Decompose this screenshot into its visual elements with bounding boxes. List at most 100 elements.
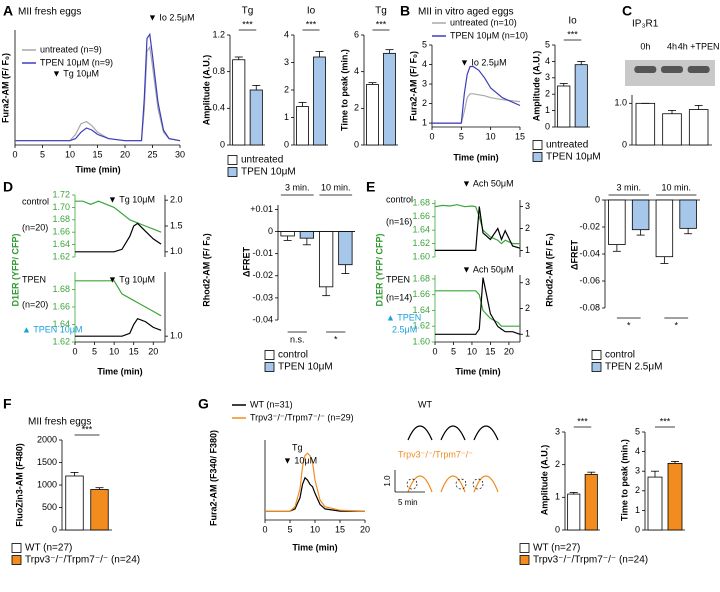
y-tick-label: 1.68	[52, 284, 70, 294]
y-axis-label: Fura2-AM (F/ F₀)	[408, 51, 418, 121]
panel-label: G	[198, 396, 209, 412]
y-tick-label: 0	[52, 524, 57, 534]
y-tick-label: 5	[635, 426, 640, 436]
y2-tick-label: 1.0	[170, 331, 183, 341]
y-tick-label: 1	[555, 492, 560, 502]
significance: n.s.	[290, 334, 305, 344]
panel-label: B	[400, 3, 410, 19]
y-tick-label: 1.68	[52, 214, 70, 224]
significance: *	[334, 334, 338, 344]
legend-swatch	[532, 152, 543, 162]
y-tick-label: 1.68	[412, 273, 430, 283]
y-tick-label: 3	[284, 57, 289, 67]
bar	[631, 199, 650, 231]
x-axis-label: Time (min)	[453, 152, 498, 162]
trace-n: (n=16)	[386, 216, 412, 226]
bar	[299, 231, 315, 239]
y2-tick-label: 1	[525, 329, 530, 339]
chart-title: Tg	[242, 6, 254, 17]
category-label: 4h	[667, 41, 677, 51]
trace	[265, 452, 366, 512]
legend-label: Trpv3⁻/⁻/Trpm7⁻/⁻ (n=24)	[533, 555, 648, 566]
schematic-label: WT	[418, 399, 432, 409]
category-label: 0h	[640, 41, 650, 51]
legend-label: TPEN 10μM (n=9)	[40, 57, 113, 67]
trace	[432, 65, 521, 124]
y-tick-label: 5	[422, 39, 427, 49]
significance: ***	[567, 29, 578, 39]
panel-label: D	[3, 179, 13, 195]
category-label: 4h +TPEN	[678, 41, 720, 51]
y-tick-label: 1.60	[412, 336, 430, 346]
y-axis-label: Fura2-AM (F340/ F380)	[208, 430, 218, 526]
x-tick-label: 10	[65, 149, 75, 159]
y2-axis-label: Rhod2-AM (F/ F₀)	[544, 233, 554, 307]
panel-title: MII fresh eggs	[18, 7, 81, 18]
y-tick-label: 4	[635, 446, 640, 456]
y-tick-label: 1.66	[52, 227, 70, 237]
x-tick-label: 15	[485, 346, 495, 356]
y-tick-label: 1.62	[412, 238, 430, 248]
y2-tick-label: 2.0	[170, 195, 183, 205]
legend-label: TPEN 10μM (n=10)	[450, 30, 528, 40]
schematic-mark	[472, 478, 484, 490]
annotation: ▼ Tg 10μM	[108, 274, 155, 284]
y-tick-label: 4	[545, 56, 550, 66]
y-tick-label: 3	[555, 426, 560, 436]
bar	[90, 489, 109, 531]
x-tick-label: 10	[486, 131, 496, 141]
x-axis-label: Time (min)	[292, 542, 337, 552]
schematic-ko	[473, 475, 499, 493]
blot-band	[634, 66, 657, 73]
legend-swatch	[264, 350, 275, 360]
panel-label: A	[3, 3, 13, 19]
trace-label: TPEN	[386, 274, 410, 284]
y-tick-label: 500	[42, 502, 57, 512]
y2-tick-label: 1.0	[170, 246, 183, 256]
y-tick-label: 0	[555, 524, 560, 534]
y-axis-label: D1ER (YFP/ CFP)	[374, 233, 384, 306]
y-tick-label: 0	[595, 194, 600, 204]
y-tick-label: 0	[268, 226, 273, 236]
y-tick-label: 2	[555, 459, 560, 469]
y-tick-label: 0.4	[212, 103, 225, 113]
trace	[434, 204, 520, 245]
x-tick-label: 0	[432, 346, 437, 356]
bar	[679, 199, 697, 229]
panel-label: F	[3, 396, 12, 412]
x-tick-label: 0	[12, 149, 17, 159]
legend-swatch	[532, 140, 543, 150]
panel-label: C	[622, 3, 632, 19]
y-tick-label: 1.66	[412, 211, 430, 221]
legend-swatch	[227, 155, 238, 165]
panel-label: E	[366, 179, 375, 195]
y-tick-label: 1	[545, 105, 550, 115]
legend-label: TPEN 2.5μM	[605, 362, 662, 373]
x-tick-label: 5	[40, 149, 45, 159]
legend-swatch	[519, 555, 530, 565]
x-tick-label: 20	[504, 346, 514, 356]
y-tick-label: 2	[545, 89, 550, 99]
legend-label: untreated (n=10)	[450, 17, 517, 27]
y-tick-label: 4	[422, 59, 427, 69]
trace	[75, 200, 162, 233]
schematic-wt	[473, 425, 499, 441]
trace-label: control	[386, 194, 413, 204]
y-tick-label: 0	[220, 139, 225, 149]
group-label: 3 min.	[616, 182, 641, 192]
x-tick-label: 10	[310, 524, 320, 534]
y2-tick-label: 1	[525, 245, 530, 255]
y-tick-label: 1.70	[52, 202, 70, 212]
bar	[635, 102, 656, 146]
y-tick-label: 1.66	[412, 289, 430, 299]
bar	[65, 475, 84, 531]
bar	[280, 231, 295, 237]
y-tick-label: -0.01	[252, 248, 273, 258]
x-tick-label: 10	[109, 346, 119, 356]
y-tick-label: 1.2	[212, 29, 225, 39]
trace-n: (n=20)	[22, 299, 48, 309]
y-tick-label: -0.04	[579, 248, 600, 258]
significance: *	[674, 320, 678, 330]
y-tick-label: -0.06	[579, 275, 600, 285]
trace	[75, 222, 162, 253]
